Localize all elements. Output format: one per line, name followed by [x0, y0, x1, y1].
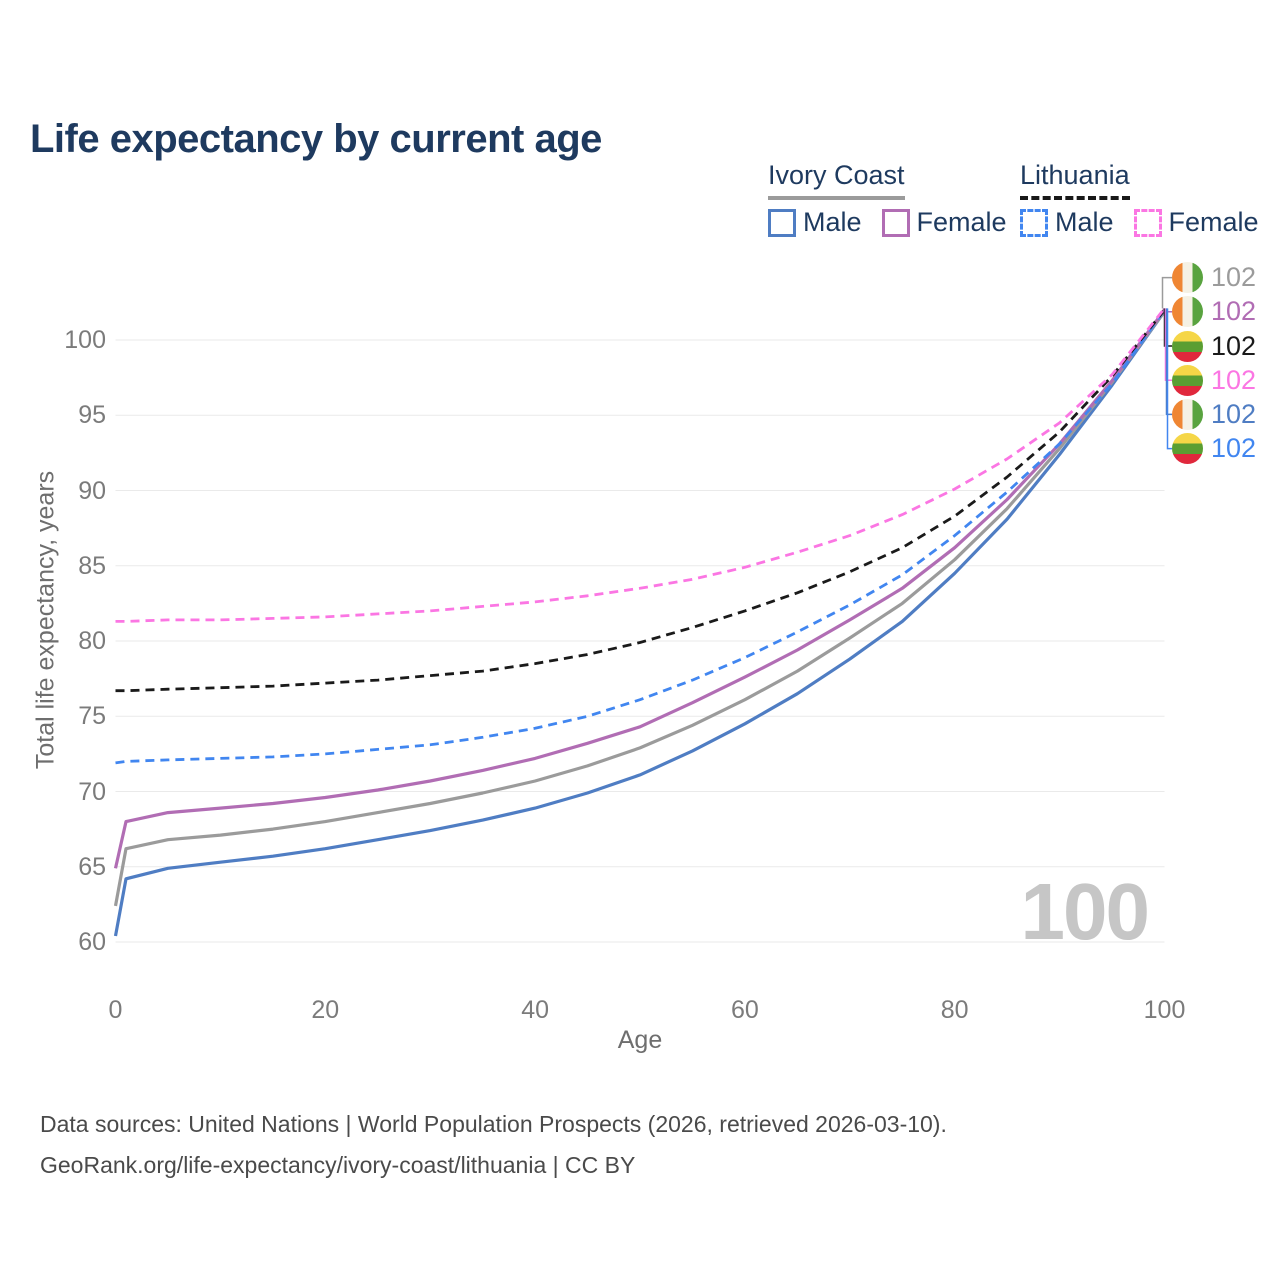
y-tick-label: 75 [78, 702, 106, 731]
lithuania-flag-icon [1172, 364, 1203, 396]
legend-item-label: Male [1055, 207, 1114, 237]
x-tick-label: 40 [521, 996, 549, 1024]
x-axis-title: Age [617, 1026, 663, 1054]
ivory-coast-flag-icon [1172, 262, 1203, 294]
legend-item-label: Female [916, 207, 1007, 237]
current-age-watermark: 100 [1020, 867, 1150, 956]
leader-line [1166, 308, 1172, 450]
y-tick-label: 95 [78, 401, 106, 430]
lithuania-flag-icon [1172, 433, 1203, 465]
end-label-row: 102 [1172, 364, 1256, 396]
leader-line [1165, 308, 1172, 416]
legend-group-lithuania: Lithuania Male Female [1020, 160, 1259, 238]
legend-item-label: Male [803, 207, 862, 237]
footer: Data sources: United Nations | World Pop… [40, 1104, 947, 1186]
end-value-label: 102 [1211, 398, 1257, 429]
dashed-line-swatch-icon [1020, 208, 1048, 237]
y-tick-label: 60 [78, 928, 106, 956]
series-line-lithuania-male[interactable] [115, 309, 1166, 765]
legend-item-ivory-coast-female[interactable]: Female [881, 207, 1007, 238]
dashed-line-swatch-icon [1133, 208, 1162, 237]
ivory-coast-flag-icon [1172, 296, 1203, 328]
series-line-ivory-coast-both-sexes[interactable] [113, 310, 1166, 907]
end-value-label: 102 [1211, 330, 1257, 361]
page-title: Life expectancy by current age [30, 116, 602, 161]
y-tick-label: 65 [78, 852, 106, 881]
legend-item-lithuania-male[interactable]: Male [1020, 207, 1114, 238]
end-label-row: 102 [1172, 330, 1256, 362]
solid-line-swatch-icon [881, 208, 910, 237]
ivory-coast-flag-icon [1172, 398, 1203, 430]
end-label-row: 102 [1172, 433, 1256, 465]
data-sources-line: Data sources: United Nations | World Pop… [40, 1111, 947, 1137]
leader-line [1161, 276, 1172, 309]
y-tick-label: 100 [64, 326, 106, 354]
leader-line [1162, 308, 1172, 313]
solid-line-swatch-icon [768, 208, 796, 237]
y-tick-label: 70 [78, 777, 106, 806]
leader-line [1164, 308, 1172, 381]
series-line-ivory-coast-male[interactable] [113, 310, 1166, 937]
end-value-label: 102 [1211, 262, 1257, 293]
end-label-row: 102 [1172, 398, 1256, 430]
x-tick-label: 60 [730, 996, 759, 1024]
legend-group-title: Ivory Coast [768, 160, 905, 200]
x-tick-label: 0 [108, 996, 123, 1024]
end-value-label: 102 [1211, 433, 1257, 464]
y-tick-label: 85 [78, 551, 106, 580]
end-value-label: 102 [1211, 364, 1257, 395]
x-tick-label: 20 [311, 996, 340, 1024]
end-value-label: 102 [1211, 296, 1257, 327]
y-tick-label: 90 [78, 476, 106, 505]
legend-group-title: Lithuania [1020, 160, 1130, 200]
x-tick-label: 80 [940, 996, 969, 1024]
legend-item-label: Female [1168, 207, 1259, 237]
y-tick-label: 80 [78, 627, 106, 655]
x-tick-label: 100 [1143, 996, 1186, 1024]
legend-item-ivory-coast-male[interactable]: Male [768, 207, 862, 238]
leader-line [1163, 308, 1172, 347]
lithuania-flag-icon [1172, 330, 1203, 362]
legend-group-ivory-coast: Ivory Coast Male Female [768, 160, 1007, 238]
series-line-ivory-coast-female[interactable] [113, 308, 1166, 869]
legend-item-lithuania-female[interactable]: Female [1133, 207, 1259, 238]
attribution-line: GeoRank.org/life-expectancy/ivory-coast/… [40, 1152, 636, 1178]
series-line-lithuania-female[interactable] [115, 307, 1166, 623]
end-label-row: 102 [1172, 296, 1256, 328]
series-line-lithuania-both-sexes[interactable] [115, 309, 1166, 693]
end-label-row: 102 [1172, 262, 1256, 294]
